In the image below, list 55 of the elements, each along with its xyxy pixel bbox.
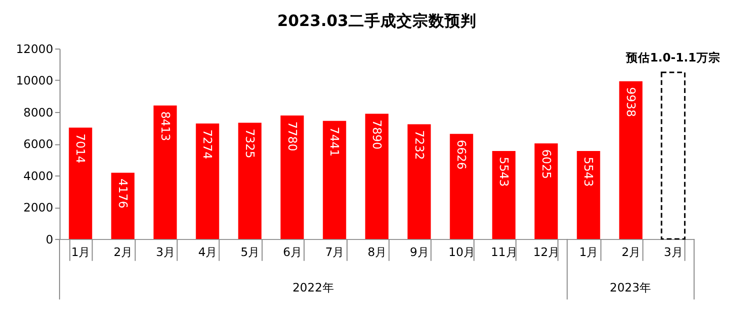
x-tick-label: 3月 (664, 245, 684, 260)
y-tick-label: 2000 (23, 200, 54, 215)
y-tick-label: 0 (46, 232, 54, 246)
bar (492, 151, 516, 239)
data-label: 7325 (242, 128, 257, 158)
bar (196, 124, 220, 239)
y-tick-label: 8000 (23, 105, 54, 120)
bar (154, 105, 177, 239)
x-tick-label: 2月 (114, 245, 134, 260)
bar (534, 143, 558, 239)
data-label: 7780 (285, 121, 300, 152)
x-tick-label: 5月 (240, 245, 260, 260)
x-tick-label: 12月 (533, 245, 560, 260)
text: 2023年 (610, 280, 652, 295)
data-label: 7441 (328, 126, 342, 157)
x-tick-label: 11月 (490, 245, 518, 260)
data-label: 9938 (624, 87, 638, 117)
bar (576, 151, 600, 239)
data-label: 8413 (158, 111, 172, 142)
bar (365, 114, 388, 239)
bar (619, 81, 642, 239)
bar (111, 172, 134, 239)
data-label: 7014 (74, 134, 88, 164)
data-label: 6025 (539, 149, 554, 180)
x-tick-label: 10月 (448, 245, 476, 260)
data-label: 5543 (496, 156, 511, 187)
bar (322, 120, 346, 239)
x-tick-label: 8月 (368, 245, 388, 260)
bar (408, 124, 431, 239)
y-tick-label: 12000 (16, 42, 54, 56)
bar (280, 116, 304, 239)
data-label: 4176 (116, 178, 130, 208)
bar (660, 72, 686, 240)
annotation: 预估1.0-1.1万宗 (624, 50, 720, 65)
data-label: 7232 (412, 130, 426, 160)
x-tick-label: 7月 (325, 245, 345, 260)
data-label: 5543 (582, 156, 596, 187)
x-tick-label: 1月 (579, 245, 599, 260)
y-tick-label: 6000 (23, 137, 54, 152)
data-label: 6626 (454, 140, 469, 170)
y-tick-label: 10000 (16, 74, 54, 88)
bar (238, 122, 262, 239)
text: 2022年 (292, 280, 334, 295)
x-tick-label: 9月 (410, 245, 430, 260)
x-tick-label: 2月 (622, 245, 642, 260)
x-tick-label: 4月 (198, 245, 218, 260)
x-tick-label: 6月 (282, 245, 302, 260)
data-label: 7274 (200, 129, 215, 160)
x-tick-label: 1月 (71, 245, 91, 260)
bar (450, 134, 474, 239)
bar (68, 128, 92, 239)
data-label: 7890 (370, 120, 384, 150)
chart-title: 2023.03二手成交宗数预判 (277, 11, 476, 30)
y-tick-label: 4000 (23, 168, 54, 183)
x-tick-label: 3月 (156, 245, 176, 260)
